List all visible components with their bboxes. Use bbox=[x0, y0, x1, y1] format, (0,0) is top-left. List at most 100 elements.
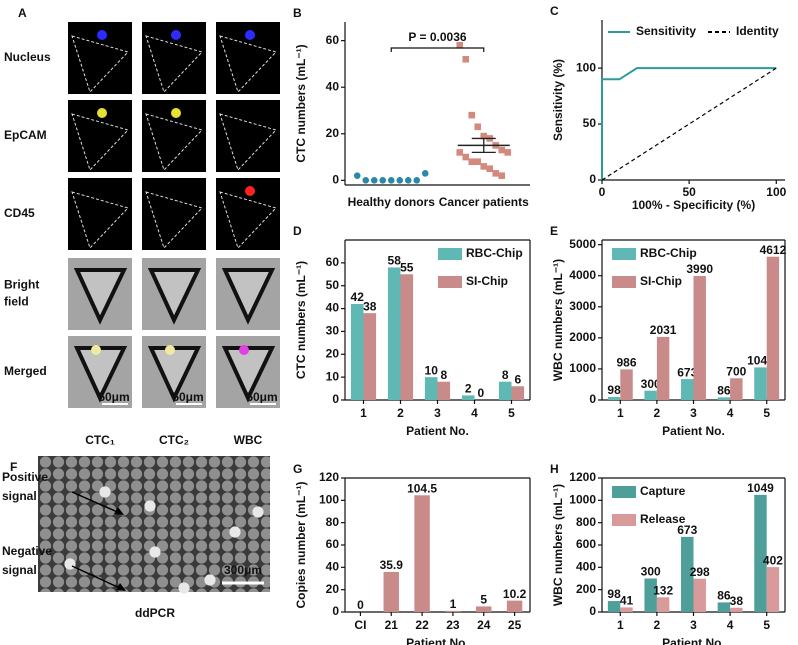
bar bbox=[644, 578, 657, 612]
y-tick-label: 100 bbox=[576, 60, 596, 74]
column-label: CTC₁ bbox=[85, 433, 115, 447]
annotation: signal bbox=[2, 489, 37, 503]
value-label: 402 bbox=[763, 553, 783, 567]
x-tick-label: 4 bbox=[727, 406, 734, 420]
x-tick-label: 1 bbox=[617, 618, 624, 632]
legend-swatch bbox=[612, 276, 636, 288]
bar bbox=[437, 381, 451, 400]
micrograph bbox=[216, 100, 280, 172]
y-tick-label: 100 bbox=[319, 493, 339, 507]
value-label: 98 bbox=[607, 587, 621, 601]
point bbox=[480, 132, 488, 140]
value-label: 98 bbox=[607, 383, 621, 397]
bar bbox=[717, 602, 731, 612]
micrograph bbox=[142, 178, 206, 250]
x-tick-label: Healthy donors bbox=[348, 195, 436, 209]
x-tick-label: 21 bbox=[385, 618, 399, 632]
point bbox=[462, 55, 470, 63]
cell-signal bbox=[97, 108, 107, 118]
trap-outline bbox=[145, 191, 203, 249]
value-label: 6 bbox=[514, 372, 521, 386]
y-axis-label: CTC numbers (mL⁻¹) bbox=[294, 261, 308, 379]
row-label: Merged bbox=[4, 364, 47, 378]
x-tick-label: 50 bbox=[682, 185, 696, 199]
legend-label: RBC-Chip bbox=[640, 246, 697, 260]
point bbox=[353, 172, 361, 179]
value-label: 41 bbox=[620, 594, 634, 608]
legend-label: Identity bbox=[736, 24, 779, 38]
value-label: 300 bbox=[641, 377, 661, 391]
positive-droplet bbox=[252, 506, 264, 518]
value-label: 86 bbox=[717, 384, 731, 398]
legend-label: Sensitivity bbox=[636, 24, 696, 38]
point bbox=[468, 158, 476, 166]
trap-outline bbox=[219, 191, 277, 249]
y-tick-label: 200 bbox=[576, 582, 596, 596]
x-tick-label: 1 bbox=[617, 406, 624, 420]
point bbox=[404, 177, 412, 184]
value-label: 2031 bbox=[650, 323, 677, 337]
point bbox=[498, 172, 506, 179]
point bbox=[474, 158, 482, 166]
annotation: Positive bbox=[2, 470, 48, 484]
value-label: 673 bbox=[677, 365, 697, 379]
bar bbox=[387, 267, 401, 400]
y-tick-label: 10 bbox=[326, 369, 340, 383]
legend-label: Capture bbox=[640, 484, 686, 498]
x-tick-label: 5 bbox=[508, 406, 515, 420]
trap bbox=[147, 268, 202, 325]
point bbox=[462, 153, 470, 161]
value-label: 700 bbox=[726, 364, 746, 378]
point bbox=[504, 149, 512, 156]
y-tick-label: 4000 bbox=[569, 268, 596, 282]
value-label: 8 bbox=[440, 368, 447, 382]
row-label: Nucleus bbox=[4, 50, 51, 64]
y-tick-label: 3000 bbox=[569, 299, 596, 313]
bar bbox=[607, 601, 621, 612]
point bbox=[456, 41, 464, 49]
droplet-image bbox=[38, 456, 270, 592]
cell-signal bbox=[239, 345, 249, 355]
x-tick-label: 5 bbox=[763, 406, 770, 420]
bar bbox=[506, 600, 523, 612]
x-tick-label: 2 bbox=[397, 406, 404, 420]
point bbox=[492, 170, 500, 177]
positive-droplet bbox=[99, 486, 111, 498]
legend-swatch bbox=[612, 486, 636, 498]
y-tick-label: 1200 bbox=[569, 470, 596, 484]
value-label: 0 bbox=[477, 386, 484, 400]
value-label: 300 bbox=[641, 565, 661, 579]
trap bbox=[73, 268, 128, 325]
trap-outline bbox=[145, 35, 203, 93]
bar bbox=[400, 274, 414, 400]
x-tick-label: 25 bbox=[508, 618, 522, 632]
point bbox=[480, 163, 488, 170]
y-tick-label: 60 bbox=[326, 255, 340, 269]
y-tick-label: 0 bbox=[332, 173, 339, 187]
value-label: 8 bbox=[502, 368, 509, 382]
positive-droplet bbox=[229, 526, 241, 538]
point bbox=[486, 165, 494, 172]
error-bar bbox=[471, 137, 496, 154]
bar bbox=[754, 367, 767, 400]
x-axis-label: Patient No. bbox=[406, 424, 469, 438]
legend-label: SI-Chip bbox=[466, 274, 508, 288]
y-axis-label: WBC numbers (mL⁻¹) bbox=[551, 484, 565, 606]
x-tick-label: CI bbox=[354, 618, 366, 632]
panel-letter: H bbox=[550, 462, 559, 476]
bar bbox=[445, 610, 461, 612]
x-axis-label: Patient No. bbox=[406, 636, 469, 645]
row-label: EpCAM bbox=[4, 128, 47, 142]
column-label: WBC bbox=[234, 433, 263, 447]
x-tick-label: 2 bbox=[654, 406, 661, 420]
point bbox=[498, 146, 506, 154]
x-tick-label: 4 bbox=[471, 406, 478, 420]
positive-droplet bbox=[204, 574, 216, 586]
bar bbox=[607, 396, 621, 400]
y-axis-label: Sensitivity (%) bbox=[551, 59, 565, 141]
row-label: Bright bbox=[4, 278, 39, 292]
x-tick-label: 23 bbox=[446, 618, 460, 632]
micrograph bbox=[68, 178, 132, 250]
value-label: 10 bbox=[425, 363, 439, 377]
